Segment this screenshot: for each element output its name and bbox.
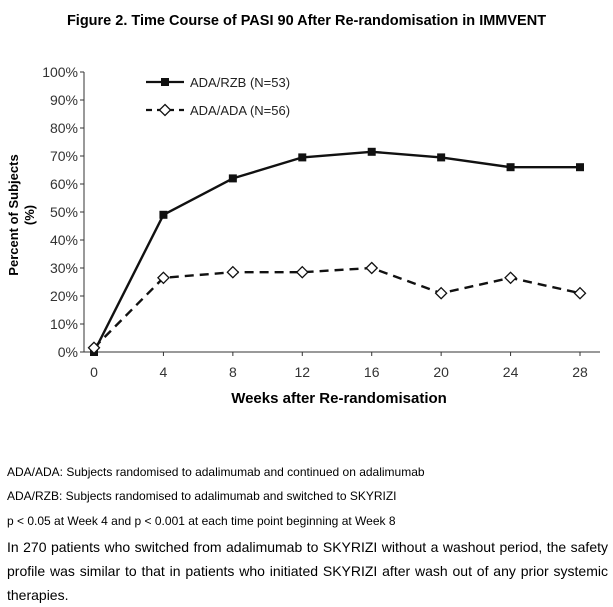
y-tick-label: 90%: [50, 92, 78, 108]
series-1-point: [157, 271, 170, 285]
y-tick-label: 0%: [58, 344, 78, 360]
chart-axes: 0% 10% 20% 30% 40% 50% 60% 70% 80% 90% 100% 0 4 8 12 16…: [6, 64, 600, 407]
figure-title: Figure 2. Time Course of PASI 90 After R…: [66, 13, 547, 29]
series-0-line: [92, 150, 580, 353]
x-tick-label: 4: [160, 364, 168, 380]
y-axis-label-line2: (%): [22, 205, 37, 225]
series-1-point: [87, 341, 101, 355]
x-axis-label: Weeks after Re-randomisation: [231, 390, 447, 407]
legend-label-1: ADA/ADA (N=56): [190, 103, 290, 118]
y-tick-label: 60%: [50, 176, 78, 192]
y-tick-label: 10%: [50, 316, 78, 332]
x-tick-label: 16: [364, 364, 380, 380]
footnote-ada-ada: ADA/ADA: Subjects randomised to adalimum…: [7, 465, 425, 479]
series-0-point: [506, 163, 515, 172]
x-tick-label: 24: [503, 364, 519, 380]
series-1-point: [573, 286, 587, 300]
chart-legend: ADA/RZB (N=53) ADA/ADA (N=56): [146, 75, 290, 118]
series-0-point: [437, 153, 446, 162]
y-axis-label-line1: Percent of Subjects: [6, 154, 21, 275]
series-1-point: [295, 265, 309, 279]
y-tick-label: 50%: [50, 204, 78, 220]
series-0-point: [228, 174, 237, 183]
y-tick-label: 100%: [42, 64, 78, 80]
series-1-line: [93, 266, 581, 349]
series-1-point: [434, 286, 448, 300]
footnote-ada-rzb: ADA/RZB: Subjects randomised to adalimum…: [7, 489, 397, 503]
series-0-group: [90, 147, 584, 356]
series-0-point: [298, 153, 307, 162]
series-0-point: [159, 210, 168, 219]
y-tick-label: 80%: [50, 120, 78, 136]
footnote-p-values: p < 0.05 at Week 4 and p < 0.001 at each…: [7, 514, 396, 528]
y-tick-label: 40%: [50, 232, 78, 248]
legend-marker-0: [161, 78, 169, 86]
series-1-group: [87, 261, 587, 355]
safety-paragraph: In 270 patients who switched from adalim…: [7, 539, 608, 603]
y-tick-label: 30%: [50, 260, 78, 276]
pasi90-line-chart: 0% 10% 20% 30% 40% 50% 60% 70% 80% 90% 100% 0 4 8 12 16…: [6, 64, 600, 407]
series-1-point: [226, 265, 240, 279]
chart-series: [87, 147, 587, 356]
x-tick-label: 12: [294, 364, 310, 380]
series-1-point: [504, 271, 517, 285]
y-tick-label: 20%: [50, 288, 78, 304]
y-tick-label: 70%: [50, 148, 78, 164]
legend-label-0: ADA/RZB (N=53): [190, 75, 290, 90]
x-tick-label: 8: [229, 364, 237, 380]
x-tick-label: 20: [433, 364, 449, 380]
series-0-point: [367, 147, 376, 156]
series-0-point: [576, 163, 584, 172]
legend-marker-1: [158, 103, 172, 117]
x-tick-label: 28: [572, 364, 588, 380]
x-tick-label: 0: [90, 364, 98, 380]
series-1-point: [365, 261, 379, 275]
